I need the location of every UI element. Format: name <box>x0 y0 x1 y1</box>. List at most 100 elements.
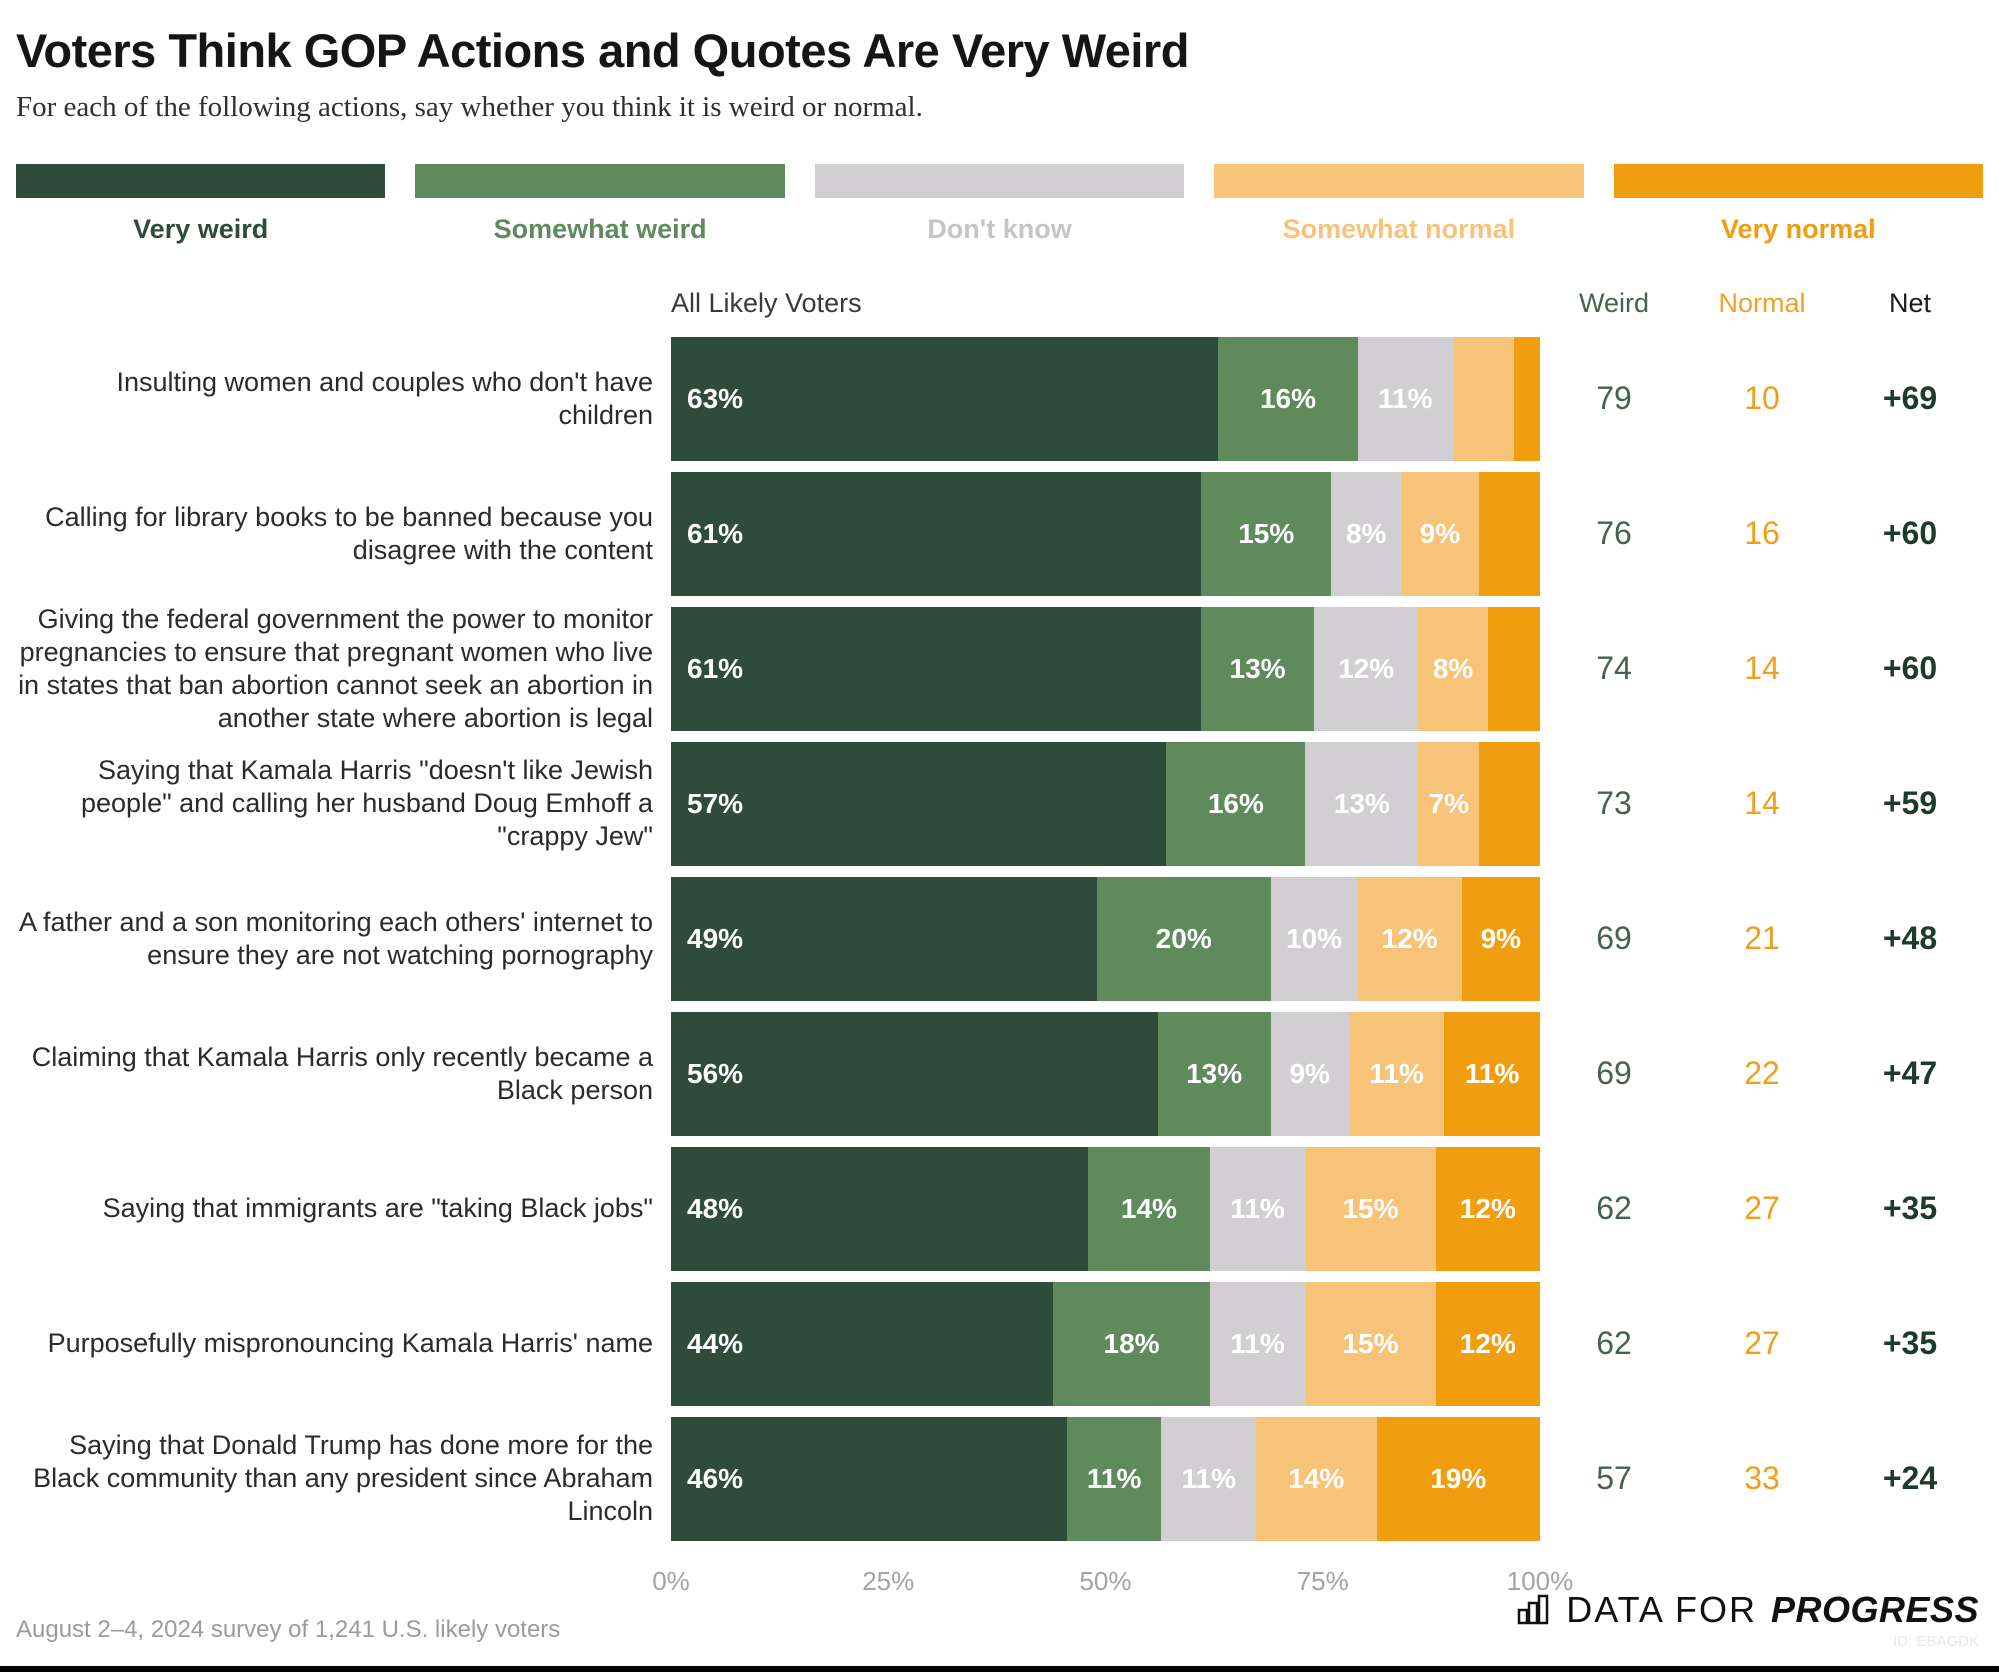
table-row: Saying that Donald Trump has done more f… <box>16 1411 1983 1546</box>
net-value: +60 <box>1882 650 1938 687</box>
net-column-header: Net <box>1888 288 1932 319</box>
table-row: Saying that immigrants are "taking Black… <box>16 1141 1983 1276</box>
logo-text-prefix: DATA FOR <box>1566 1589 1757 1630</box>
column-headers: All Likely Voters Weird Normal Net <box>16 275 1983 319</box>
stacked-bar: 48% 14% 11% 15% 12% <box>671 1146 1540 1271</box>
legend-label-somewhat-weird: Somewhat weird <box>493 214 707 245</box>
legend-item-very-weird: Very weird <box>16 164 386 245</box>
legend-swatch-very-normal <box>1613 164 1984 199</box>
footer: August 2–4, 2024 survey of 1,241 U.S. li… <box>16 1589 1979 1650</box>
graphic-id: ID: EBAGDK <box>1893 1633 1979 1650</box>
weird-value: 73 <box>1596 785 1632 822</box>
weird-column-header: Weird <box>1578 288 1650 319</box>
statement-label: Calling for library books to be banned b… <box>45 501 653 565</box>
legend-label-very-weird: Very weird <box>133 214 269 245</box>
weird-value: 57 <box>1596 1460 1632 1497</box>
stacked-bar: 46% 11% 11% 14% 19% <box>671 1416 1540 1541</box>
bar-segment-somewhat-weird: 11% <box>1066 1416 1162 1541</box>
bar-segment-somewhat-normal: 15% <box>1305 1146 1436 1271</box>
stacked-bar: 57% 16% 13% 7% <box>671 741 1540 866</box>
net-value: +35 <box>1882 1325 1938 1362</box>
bar-segment-dont-know: 12% <box>1314 606 1419 731</box>
bar-segment-dont-know: 11% <box>1209 1146 1306 1271</box>
bar-segment-somewhat-normal: 12% <box>1357 876 1462 1001</box>
x-axis-tick: 0% <box>652 1566 690 1597</box>
bar-segment-somewhat-weird: 16% <box>1218 336 1358 461</box>
table-row: Insulting women and couples who don't ha… <box>16 331 1983 466</box>
bar-segment-very-weird: 57% <box>671 741 1167 866</box>
legend-label-somewhat-normal: Somewhat normal <box>1282 214 1516 245</box>
bar-segment-very-normal <box>1513 336 1540 461</box>
normal-value: 10 <box>1744 380 1780 417</box>
net-value: +24 <box>1882 1460 1938 1497</box>
normal-column-header: Normal <box>1718 288 1806 319</box>
legend-swatch-somewhat-normal <box>1214 164 1584 199</box>
stacked-bar: 44% 18% 11% 15% 12% <box>671 1281 1540 1406</box>
net-value: +48 <box>1882 920 1938 957</box>
x-axis-tick: 50% <box>1079 1566 1132 1597</box>
stacked-bar: 61% 13% 12% 8% <box>671 606 1540 731</box>
bar-segment-very-normal: 12% <box>1435 1146 1540 1271</box>
table-row: Saying that Kamala Harris "doesn't like … <box>16 736 1983 871</box>
bar-segment-dont-know: 8% <box>1331 471 1401 596</box>
normal-value: 27 <box>1744 1325 1780 1362</box>
legend-swatch-somewhat-weird <box>415 164 785 199</box>
bar-segment-very-weird: 49% <box>671 876 1097 1001</box>
normal-value: 14 <box>1744 785 1780 822</box>
normal-value: 14 <box>1744 650 1780 687</box>
bar-segment-very-weird: 56% <box>671 1011 1158 1136</box>
bar-segment-somewhat-normal: 7% <box>1418 741 1480 866</box>
bar-segment-dont-know: 10% <box>1270 876 1358 1001</box>
statement-label: Giving the federal government the power … <box>18 603 653 733</box>
legend-item-somewhat-normal: Somewhat normal <box>1214 164 1584 245</box>
legend-swatch-very-weird <box>16 164 386 199</box>
bar-segment-somewhat-weird: 16% <box>1166 741 1306 866</box>
normal-value: 22 <box>1744 1055 1780 1092</box>
legend-item-somewhat-weird: Somewhat weird <box>415 164 785 245</box>
bar-segment-somewhat-weird: 15% <box>1201 471 1332 596</box>
statement-label: Purposefully mispronouncing Kamala Harri… <box>47 1328 653 1359</box>
statement-label: Saying that Donald Trump has done more f… <box>33 1430 653 1527</box>
x-axis-tick: 100% <box>1506 1566 1574 1597</box>
bar-segment-very-normal: 19% <box>1376 1416 1540 1541</box>
stacked-bar: 56% 13% 9% 11% 11% <box>671 1011 1540 1136</box>
bar-segment-very-weird: 61% <box>671 606 1202 731</box>
brand-block: DATA FOR PROGRESS ID: EBAGDK <box>1516 1589 1979 1650</box>
normal-value: 33 <box>1744 1460 1780 1497</box>
bar-segment-dont-know: 13% <box>1305 741 1419 866</box>
x-axis: 0% 25% 50% 75% 100% <box>16 1560 1983 1606</box>
legend-item-very-normal: Very normal <box>1613 164 1984 245</box>
legend-swatch-dont-know <box>814 164 1185 199</box>
stacked-bar: 49% 20% 10% 12% 9% <box>671 876 1540 1001</box>
bar-segment-very-weird: 46% <box>671 1416 1067 1541</box>
bar-segment-somewhat-weird: 13% <box>1157 1011 1271 1136</box>
bar-segment-dont-know: 11% <box>1161 1416 1257 1541</box>
weird-value: 69 <box>1596 1055 1632 1092</box>
bar-segment-dont-know: 9% <box>1270 1011 1349 1136</box>
bar-segment-very-normal: 12% <box>1435 1281 1540 1406</box>
bar-segment-somewhat-normal: 14% <box>1256 1416 1377 1541</box>
bar-segment-very-weird: 44% <box>671 1281 1054 1406</box>
net-value: +35 <box>1882 1190 1938 1227</box>
rows: Insulting women and couples who don't ha… <box>16 331 1983 1546</box>
normal-value: 21 <box>1744 920 1780 957</box>
bar-segment-somewhat-weird: 14% <box>1088 1146 1210 1271</box>
table-row: Giving the federal government the power … <box>16 601 1983 736</box>
net-value: +47 <box>1882 1055 1938 1092</box>
page-title: Voters Think GOP Actions and Quotes Are … <box>16 24 1189 77</box>
bar-segment-somewhat-normal: 8% <box>1418 606 1488 731</box>
weird-value: 79 <box>1596 380 1632 417</box>
bar-segment-dont-know: 11% <box>1209 1281 1306 1406</box>
bar-chart-icon <box>1518 1594 1549 1625</box>
weird-value: 62 <box>1596 1190 1632 1227</box>
weird-value: 62 <box>1596 1325 1632 1362</box>
statement-label: Claiming that Kamala Harris only recentl… <box>31 1041 653 1105</box>
net-value: +59 <box>1882 785 1938 822</box>
x-axis-tick: 25% <box>862 1566 915 1597</box>
weird-value: 76 <box>1596 515 1632 552</box>
bar-segment-somewhat-normal: 9% <box>1400 471 1480 596</box>
statement-label: Insulting women and couples who don't ha… <box>116 366 653 430</box>
legend-label-dont-know: Don't know <box>927 214 1072 245</box>
weird-value: 69 <box>1596 920 1632 957</box>
